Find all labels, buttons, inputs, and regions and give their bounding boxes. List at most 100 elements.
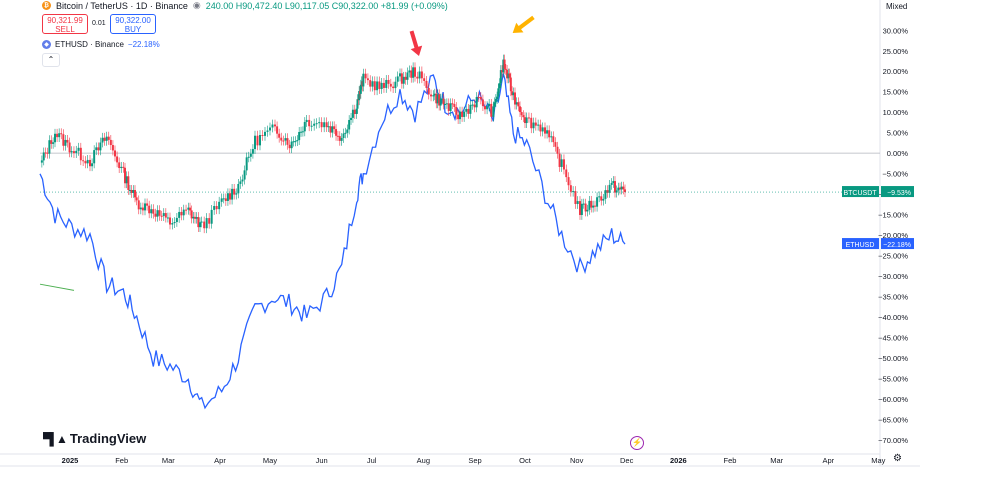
candle-body [436, 94, 439, 104]
candle-body [517, 102, 520, 107]
candle-body [586, 209, 589, 212]
y-tick-label: −15.00% [878, 211, 908, 220]
candle-body [89, 159, 91, 167]
candle-body [169, 217, 171, 225]
chevron-up-icon[interactable]: ⌃ [42, 53, 60, 67]
scale-mode[interactable]: Mixed [886, 2, 908, 11]
candle-body [492, 106, 495, 117]
candle-body [62, 134, 65, 146]
candle-body [359, 84, 362, 94]
sell-button[interactable]: 90,321.99 SELL [42, 14, 88, 34]
candle-body [614, 181, 616, 193]
candle-body [484, 106, 486, 110]
eye-icon[interactable]: ◉ [192, 0, 201, 10]
y-tick-label: −30.00% [878, 272, 908, 281]
candle-body [269, 127, 271, 131]
candle-body [134, 189, 136, 198]
x-tick-label: Feb [724, 456, 737, 465]
candle-body [504, 68, 507, 70]
candle-body [274, 124, 276, 127]
candle-body [350, 117, 353, 120]
x-tick-label: Jun [316, 456, 328, 465]
candle-body [235, 193, 238, 195]
candle-body [420, 71, 423, 79]
candle-body [68, 142, 71, 153]
candle-body [237, 183, 240, 194]
candle-body [488, 103, 491, 107]
candle-body [592, 205, 595, 208]
gear-icon[interactable]: ⚙ [893, 453, 902, 464]
candle-body [596, 197, 599, 207]
candle-body [135, 197, 138, 201]
y-tick-label: −35.00% [878, 292, 908, 301]
x-tick-label: Feb [115, 456, 128, 465]
candle-body [152, 209, 155, 214]
candle-body [552, 136, 555, 143]
candle-body [224, 198, 227, 201]
candle-body [400, 73, 403, 84]
candle-body [576, 201, 579, 204]
ethereum-icon: ◆ [42, 40, 51, 49]
candle-body [371, 81, 374, 87]
candle-body [402, 76, 405, 84]
candle-body [56, 133, 59, 138]
btcusdt-value-tag [881, 186, 914, 198]
candle-body [146, 203, 149, 206]
candle-body [494, 99, 497, 103]
ethusd-name-tag [842, 238, 879, 250]
candle-body [435, 93, 438, 104]
candle-body [254, 135, 256, 150]
x-tick-label: Jul [367, 456, 377, 465]
candle-body [588, 200, 591, 210]
candle-body [264, 131, 266, 136]
candle-body [501, 70, 504, 73]
candle-body [451, 103, 454, 105]
candle-body [344, 132, 347, 134]
candle-body [111, 145, 114, 151]
candle-body [333, 126, 336, 130]
candle-body [572, 191, 575, 193]
candle-body [190, 210, 193, 219]
buy-button[interactable]: 90,322.00 BUY [110, 14, 156, 34]
candle-body [259, 134, 261, 146]
candle-body [182, 209, 185, 216]
tradingview-icon: ▀▌▲ [43, 431, 68, 446]
candle-body [93, 150, 96, 164]
candle-body [512, 92, 515, 96]
y-tick-label: −60.00% [878, 395, 908, 404]
candle-body [541, 127, 544, 132]
candle-body [608, 184, 611, 193]
candle-body [622, 186, 625, 190]
candle-body [617, 187, 620, 191]
candle-body [584, 203, 587, 212]
lightning-icon[interactable]: ⚡ [630, 436, 644, 450]
sell-price: 90,321.99 [47, 16, 83, 25]
buy-price: 90,322.00 [115, 16, 151, 25]
candle-body [369, 80, 372, 87]
candle-body [114, 150, 116, 157]
y-tick-label: 10.00% [883, 108, 909, 117]
candle-body [215, 206, 218, 210]
compare-legend[interactable]: ◆ ETHUSD · Binance −22.18% [42, 40, 160, 49]
candle-body [612, 181, 615, 183]
candle-body [619, 187, 621, 190]
candle-body [46, 152, 49, 154]
candle-body [192, 216, 195, 219]
candle-body [353, 109, 356, 115]
x-tick-label: Dec [620, 456, 634, 465]
candle-body [598, 196, 601, 198]
candle-body [615, 190, 618, 193]
candle-body [348, 119, 351, 130]
candle-body [185, 209, 188, 211]
sell-label: SELL [55, 25, 75, 34]
candle-body [556, 146, 559, 154]
candle-body [404, 76, 407, 80]
ethusd-name-label: ETHUSD [846, 242, 875, 249]
candle-body [129, 189, 131, 191]
candle-body [60, 133, 63, 135]
candle-body [298, 131, 301, 141]
candle-body [544, 127, 546, 134]
symbol-title[interactable]: Bitcoin / TetherUS · 1D · Binance [56, 0, 188, 11]
